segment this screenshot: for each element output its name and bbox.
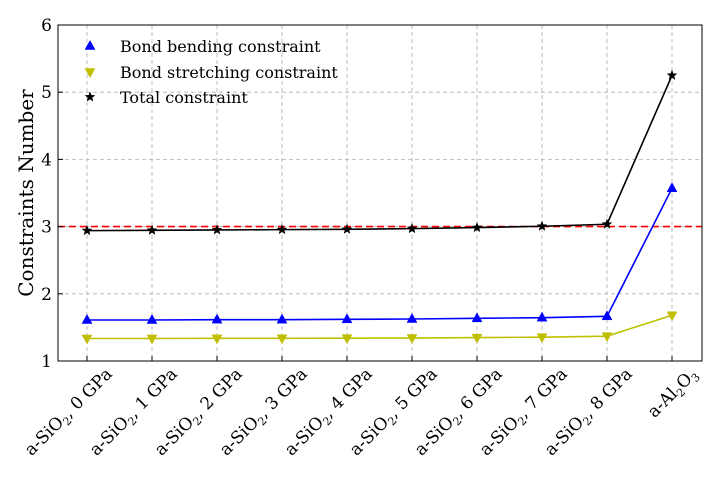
data-point-series-1	[601, 310, 613, 321]
data-point-series-2	[211, 334, 223, 345]
data-point-series-2	[146, 334, 158, 345]
y-axis-title: Constraints Number	[14, 89, 38, 297]
data-point-series-2	[276, 334, 288, 345]
plot-frame	[57, 24, 703, 362]
data-point-series-3	[536, 220, 548, 231]
data-point-series-3	[406, 222, 418, 234]
data-point-series-1	[81, 313, 93, 324]
data-point-series-2	[341, 334, 353, 345]
data-point-series-3	[81, 224, 93, 236]
data-point-series-2	[81, 334, 93, 345]
data-point-series-1	[341, 313, 353, 324]
legend-marker-3	[84, 91, 96, 102]
series-line-3	[86, 75, 673, 232]
legend-marker-2	[84, 68, 96, 79]
data-point-series-2	[471, 333, 483, 344]
y-tick-label: 2	[41, 285, 52, 305]
data-point-series-2	[666, 311, 678, 322]
legend: Bond bending constraint Bond stretching c…	[84, 37, 338, 107]
series-markers-layer	[81, 69, 678, 345]
series-line-2	[87, 314, 673, 340]
legend-marker-1	[84, 39, 96, 50]
legend-label-2: Bond stretching constraint	[120, 63, 338, 82]
data-point-series-2	[601, 332, 613, 343]
data-point-series-3	[471, 221, 483, 233]
x-tick-label: a-Al2O3	[644, 364, 703, 423]
data-point-series-2	[406, 334, 418, 345]
data-point-series-3	[601, 218, 613, 229]
y-tick-label: 3	[41, 218, 52, 238]
data-point-series-3	[341, 223, 353, 234]
series-line-1	[87, 187, 673, 321]
y-tick-label: 4	[41, 150, 52, 170]
data-point-series-3	[146, 224, 158, 235]
data-point-series-1	[666, 182, 678, 193]
data-point-series-2	[536, 333, 548, 344]
data-point-series-1	[276, 313, 288, 324]
legend-label-3: Total constraint	[120, 88, 248, 107]
series-lines-layer	[86, 75, 673, 340]
y-tick-label: 6	[41, 16, 52, 36]
legend-label-1: Bond bending constraint	[120, 37, 321, 56]
data-point-series-1	[211, 313, 223, 324]
data-point-series-1	[406, 312, 418, 323]
data-point-series-1	[146, 313, 158, 324]
data-point-series-3	[666, 69, 678, 81]
data-point-series-1	[471, 312, 483, 323]
data-point-series-3	[276, 223, 288, 235]
data-point-series-1	[536, 311, 548, 322]
y-tick-label: 1	[41, 352, 52, 372]
y-tick-label: 5	[41, 83, 52, 103]
y-axis-ticks: 1 2 3 4 5 6	[41, 16, 63, 372]
data-point-series-3	[211, 224, 223, 235]
